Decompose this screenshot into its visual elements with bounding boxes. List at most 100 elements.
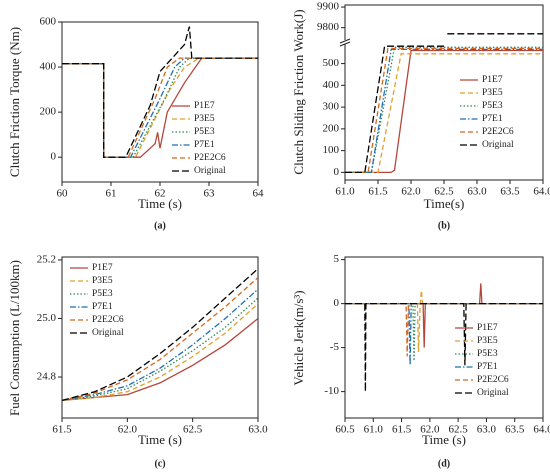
legend-label: P2E2C6 [194,153,226,163]
y-tick-label: 600 [40,16,57,28]
x-tick-label: 60 [57,188,69,200]
series-line [345,302,543,392]
x-tick-label: 61.0 [364,424,384,436]
x-axis-title: Time (s) [138,432,182,447]
y-tick-label: -5 [330,341,340,353]
series-line [62,268,258,402]
y-tick-label: 25.0 [37,312,57,324]
series-line [345,302,543,361]
y-tick-label: 9900 [317,1,340,13]
legend-label: P2E2C6 [92,315,124,325]
y-tick-label: 24.8 [37,371,57,383]
legend-label: P1E7 [194,101,215,111]
y-axis-title: Clutch Friction Torque (Nm) [7,27,22,177]
series-line [345,302,543,357]
x-tick-label: 63.0 [248,424,268,436]
y-tick-label: 0 [51,151,57,163]
legend-label: P3E5 [194,114,215,124]
legend-label: P7E1 [477,362,498,372]
legend-label: Original [482,140,514,150]
series-line [62,26,258,158]
series-line [345,45,444,174]
legend-label: P5E3 [92,289,113,299]
legend-label: P5E3 [477,349,498,359]
x-tick-label: 61.5 [52,424,72,436]
y-axis-title: Clutch Sliding Friction Work(J) [291,9,306,174]
axis-break [339,41,351,47]
series-line [62,288,258,402]
x-tick-label: 63.0 [477,424,497,436]
legend-label: P5E3 [482,101,503,111]
y-tick-label: 100 [323,144,340,156]
series-line [62,297,258,402]
panel-caption: (a) [154,220,166,231]
legend-label: P3E5 [92,276,113,286]
plot-frame [344,4,544,181]
x-tick-label: 63.0 [467,186,487,198]
legend-label: P1E7 [482,75,503,85]
x-tick-label: 64 [253,188,265,200]
panel-caption: (c) [154,458,165,469]
y-tick-label: 200 [323,122,340,134]
series-line [62,57,258,158]
legend-label: P3E5 [482,88,503,98]
series-line [345,49,543,174]
plot-frame [61,21,259,183]
panel-caption: (d) [438,458,450,469]
y-tick-label: 500 [323,57,340,69]
plot-frame [344,256,544,419]
series-line [62,57,258,158]
axis-break-gap [339,40,351,44]
x-tick-label: 63.5 [500,186,520,198]
legend-label: P2E2C6 [482,127,514,137]
series-line [345,290,543,353]
y-tick-label: 400 [40,61,57,73]
y-tick-label: 200 [40,106,57,118]
x-tick-label: 61.5 [368,186,388,198]
y-tick-label: 25.2 [37,253,56,265]
y-axis-title: Vehicle Jerk(m/s³) [291,290,306,385]
panel-caption: (b) [438,220,450,231]
y-tick-label: 400 [323,79,340,91]
legend-label: P7E1 [194,140,215,150]
x-tick-label: 62 [155,188,166,200]
x-tick-label: 62.5 [434,186,454,198]
x-tick-label: 62.0 [118,424,138,436]
series-line [345,53,543,174]
x-tick-label: 62.5 [449,424,469,436]
series-line [62,303,258,402]
legend-label: Original [194,166,226,176]
legend-label: P7E1 [482,114,503,124]
y-tick-label: 5 [334,253,340,265]
series-line [345,283,543,348]
x-axis-title: Time (s) [138,196,182,211]
y-axis-title: Fuel Consumption (L/100km) [7,260,22,416]
x-tick-label: 64.0 [533,424,550,436]
x-tick-label: 62.0 [401,186,421,198]
y-tick-label: 0 [334,297,340,309]
axis-break [339,38,351,44]
x-tick-label: 64.0 [533,186,550,198]
x-tick-label: 60.5 [335,424,355,436]
series-line [345,302,543,366]
legend-label: P2E2C6 [477,375,509,385]
legend-label: P3E5 [477,336,498,346]
series-line [62,57,258,158]
series-line [62,277,258,402]
legend-label: P7E1 [92,302,113,312]
plot-frame [61,256,259,419]
y-tick-label: 9800 [317,21,340,33]
y-tick-label: 300 [323,101,340,113]
legend-label: Original [477,388,509,398]
legend-label: P1E7 [477,323,498,333]
legend-label: Original [92,328,124,338]
x-tick-label: 63.5 [505,424,525,436]
x-axis-title: Time(s) [424,196,465,211]
x-tick-label: 61.5 [392,424,412,436]
x-tick-label: 61.0 [335,186,355,198]
series-line [345,46,543,174]
y-tick-label: 0 [334,166,340,178]
x-tick-label: 61 [106,188,117,200]
x-tick-label: 62.0 [420,424,440,436]
